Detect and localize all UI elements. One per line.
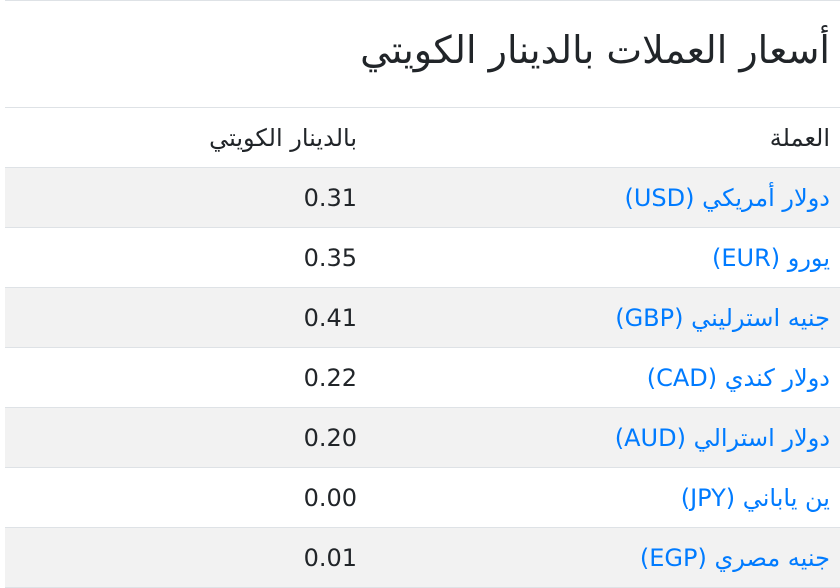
rate-value: 0.41 [5, 287, 367, 348]
currency-link[interactable]: ين ياباني (JPY) [680, 483, 830, 512]
currency-link[interactable]: يورو (EUR) [711, 243, 830, 272]
header-value: بالدينار الكويتي [5, 107, 367, 168]
currency-cell: دولار كندي (CAD) [367, 347, 840, 408]
currency-cell: يورو (EUR) [367, 227, 840, 288]
currency-link[interactable]: دولار كندي (CAD) [646, 363, 830, 392]
currency-link[interactable]: جنيه استرليني (GBP) [615, 303, 830, 332]
rate-value: 0.00 [5, 467, 367, 528]
rates-table: العملة بالدينار الكويتي دولار أمريكي (US… [5, 107, 840, 588]
table-row: دولار أمريكي (USD) 0.31 [5, 167, 840, 228]
rate-value: 0.22 [5, 347, 367, 408]
currency-link[interactable]: جنيه مصري (EGP) [639, 543, 830, 572]
table-row: جنيه استرليني (GBP) 0.41 [5, 287, 840, 348]
page-title: أسعار العملات بالدينار الكويتي [360, 28, 830, 72]
currency-cell: دولار أمريكي (USD) [367, 167, 840, 228]
rate-value: 0.20 [5, 407, 367, 468]
table-row: جنيه مصري (EGP) 0.01 [5, 527, 840, 588]
currency-rates-panel: أسعار العملات بالدينار الكويتي العملة با… [5, 0, 840, 588]
currency-link[interactable]: دولار أمريكي (USD) [624, 183, 830, 212]
table-row: دولار استرالي (AUD) 0.20 [5, 407, 840, 468]
currency-link[interactable]: دولار استرالي (AUD) [614, 423, 830, 452]
currency-cell: دولار استرالي (AUD) [367, 407, 840, 468]
currency-cell: ين ياباني (JPY) [367, 467, 840, 528]
header-currency: العملة [367, 107, 840, 168]
table-row: دولار كندي (CAD) 0.22 [5, 347, 840, 408]
rate-value: 0.31 [5, 167, 367, 228]
table-row: ين ياباني (JPY) 0.00 [5, 467, 840, 528]
table-header-row: العملة بالدينار الكويتي [5, 107, 840, 168]
currency-cell: جنيه استرليني (GBP) [367, 287, 840, 348]
table-row: يورو (EUR) 0.35 [5, 227, 840, 288]
rate-value: 0.35 [5, 227, 367, 288]
currency-cell: جنيه مصري (EGP) [367, 527, 840, 588]
rate-value: 0.01 [5, 527, 367, 588]
